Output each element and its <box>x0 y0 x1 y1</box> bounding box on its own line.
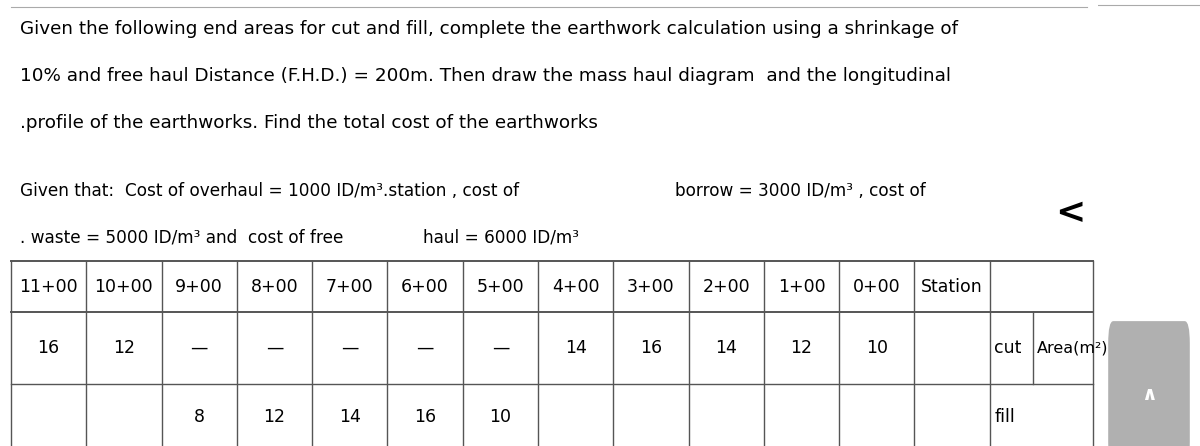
Text: 2+00: 2+00 <box>702 277 750 296</box>
Text: 14: 14 <box>338 408 361 425</box>
Text: 3+00: 3+00 <box>628 277 674 296</box>
Text: 11+00: 11+00 <box>19 277 78 296</box>
Text: 14: 14 <box>715 339 737 357</box>
Text: haul = 6000 ID/m³: haul = 6000 ID/m³ <box>422 228 578 247</box>
Text: 9+00: 9+00 <box>175 277 223 296</box>
Text: 16: 16 <box>640 339 662 357</box>
Text: 6+00: 6+00 <box>401 277 449 296</box>
Text: 8+00: 8+00 <box>251 277 299 296</box>
Text: 10: 10 <box>866 339 888 357</box>
Text: 7+00: 7+00 <box>326 277 373 296</box>
FancyBboxPatch shape <box>1109 321 1190 446</box>
Text: 16: 16 <box>414 408 436 425</box>
Text: fill: fill <box>994 408 1015 425</box>
Text: 10+00: 10+00 <box>95 277 154 296</box>
Text: borrow = 3000 ID/m³ , cost of: borrow = 3000 ID/m³ , cost of <box>676 182 926 200</box>
Text: 1+00: 1+00 <box>778 277 826 296</box>
Text: —: — <box>191 339 208 357</box>
Text: Area(m²): Area(m²) <box>1037 340 1109 355</box>
Text: —: — <box>341 339 359 357</box>
Text: 10% and free haul Distance (F.H.D.) = 200m. Then draw the mass haul diagram  and: 10% and free haul Distance (F.H.D.) = 20… <box>19 67 950 85</box>
Text: 4+00: 4+00 <box>552 277 600 296</box>
Text: <: < <box>1055 196 1086 230</box>
Text: —: — <box>416 339 433 357</box>
Text: 12: 12 <box>791 339 812 357</box>
Text: 10: 10 <box>490 408 511 425</box>
Text: Station: Station <box>922 277 983 296</box>
Text: 8: 8 <box>193 408 205 425</box>
Text: 5+00: 5+00 <box>476 277 524 296</box>
Text: —: — <box>492 339 509 357</box>
Text: Given that:  Cost of overhaul = 1000 ID/m³.station , cost of: Given that: Cost of overhaul = 1000 ID/m… <box>19 182 518 200</box>
Text: 14: 14 <box>565 339 587 357</box>
Text: 12: 12 <box>264 408 286 425</box>
Text: cut: cut <box>994 339 1021 357</box>
Text: ∧: ∧ <box>1141 385 1157 404</box>
Text: 0+00: 0+00 <box>853 277 901 296</box>
Text: Given the following end areas for cut and fill, complete the earthwork calculati: Given the following end areas for cut an… <box>19 20 958 38</box>
Text: 16: 16 <box>37 339 60 357</box>
Text: 12: 12 <box>113 339 134 357</box>
Text: . waste = 5000 ID/m³ and  cost of free: . waste = 5000 ID/m³ and cost of free <box>19 228 343 247</box>
Text: .profile of the earthworks. Find the total cost of the earthworks: .profile of the earthworks. Find the tot… <box>19 114 598 132</box>
Text: —: — <box>266 339 283 357</box>
